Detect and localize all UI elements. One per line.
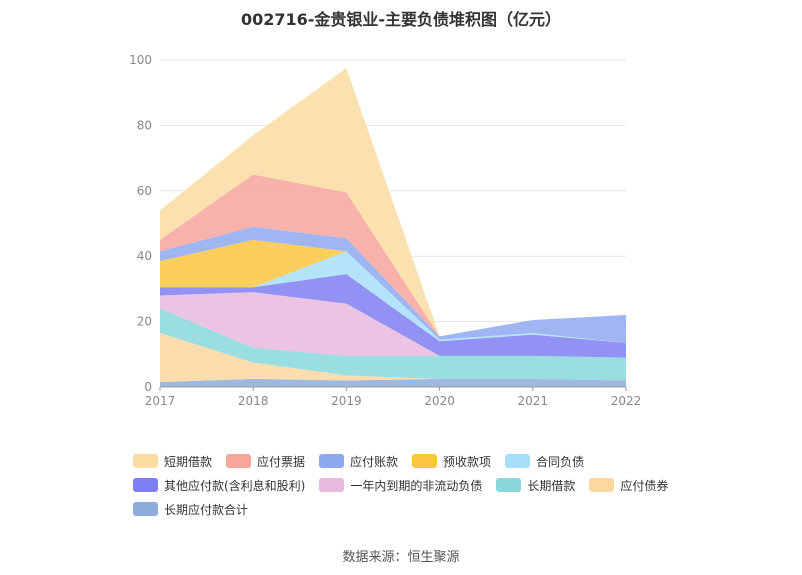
legend-item[interactable]: 预收款项 bbox=[412, 453, 491, 470]
legend-label: 应付债券 bbox=[620, 478, 669, 493]
legend-label: 长期应付款合计 bbox=[164, 502, 249, 517]
legend-label: 应付票据 bbox=[257, 454, 306, 469]
y-tick-label: 80 bbox=[137, 118, 152, 132]
x-tick-label: 2020 bbox=[424, 394, 455, 408]
legend-swatch bbox=[133, 502, 158, 516]
area-series-7 bbox=[160, 226, 626, 343]
legend-item[interactable]: 合同负债 bbox=[505, 453, 584, 470]
legend-swatch bbox=[589, 478, 615, 492]
y-tick-label: 20 bbox=[137, 315, 152, 329]
area-series-3 bbox=[160, 292, 626, 358]
legend-label: 预收款项 bbox=[443, 454, 492, 469]
legend-swatch bbox=[133, 478, 158, 492]
legend-label: 其他应付款(含利息和股利) bbox=[164, 478, 306, 493]
legend-row: 短期借款 应付票据 应付账款 预收款项 合同负债 bbox=[133, 449, 693, 473]
x-tick-label: 2022 bbox=[611, 394, 642, 408]
legend-swatch bbox=[226, 454, 252, 468]
y-tick-label: 40 bbox=[137, 249, 152, 263]
y-tick-label: 0 bbox=[144, 380, 152, 394]
area-series-5 bbox=[160, 251, 626, 343]
x-tick-label: 2018 bbox=[238, 394, 269, 408]
legend-swatch bbox=[319, 454, 345, 468]
legend-label: 长期借款 bbox=[527, 478, 576, 493]
chart-title: 002716-金贵银业-主要负债堆积图（亿元） bbox=[240, 10, 562, 29]
area-series-4 bbox=[160, 274, 626, 358]
y-tick-label: 100 bbox=[129, 53, 152, 67]
legend-swatch bbox=[319, 478, 345, 492]
legend-label: 一年内到期的非流动负债 bbox=[350, 478, 483, 493]
legend-item[interactable]: 短期借款 bbox=[133, 453, 212, 470]
legend-item[interactable]: 长期应付款合计 bbox=[133, 501, 248, 518]
area-series-1 bbox=[160, 333, 626, 383]
legend-item[interactable]: 应付账款 bbox=[319, 453, 398, 470]
legend-row: 其他应付款(含利息和股利) 一年内到期的非流动负债 长期借款 应付债券 bbox=[133, 473, 693, 497]
legend-label: 合同负债 bbox=[536, 454, 585, 469]
chart-legend: 短期借款 应付票据 应付账款 预收款项 合同负债其他应付款(含利息和股利) 一年内到期的非… bbox=[133, 449, 693, 521]
data-source: 数据来源：恒生聚源 bbox=[342, 550, 460, 565]
area-series-6 bbox=[160, 239, 626, 343]
area-series-0 bbox=[160, 378, 626, 387]
legend-row: 长期应付款合计 bbox=[133, 497, 693, 521]
x-tick-label: 2021 bbox=[518, 394, 549, 408]
legend-label: 应付账款 bbox=[350, 454, 399, 469]
area-series-2 bbox=[160, 308, 626, 381]
x-tick-label: 2019 bbox=[331, 394, 362, 408]
legend-item[interactable]: 其他应付款(含利息和股利) bbox=[133, 477, 305, 494]
legend-swatch bbox=[133, 454, 158, 468]
stacked-area-chart: 0 20 40 60 80 100 2017 2018 2019 2020 2021 2022 bbox=[129, 53, 642, 408]
legend-item[interactable]: 应付票据 bbox=[226, 453, 305, 470]
area-series-9 bbox=[160, 68, 626, 337]
legend-swatch bbox=[412, 454, 438, 468]
legend-swatch bbox=[505, 454, 531, 468]
legend-item[interactable]: 应付债券 bbox=[589, 477, 668, 494]
legend-item[interactable]: 一年内到期的非流动负债 bbox=[319, 477, 482, 494]
area-series-8 bbox=[160, 174, 626, 337]
legend-item[interactable]: 长期借款 bbox=[496, 477, 575, 494]
legend-swatch bbox=[496, 478, 522, 492]
legend-label: 短期借款 bbox=[164, 454, 213, 469]
x-tick-label: 2017 bbox=[145, 394, 176, 408]
y-tick-label: 60 bbox=[137, 184, 152, 198]
